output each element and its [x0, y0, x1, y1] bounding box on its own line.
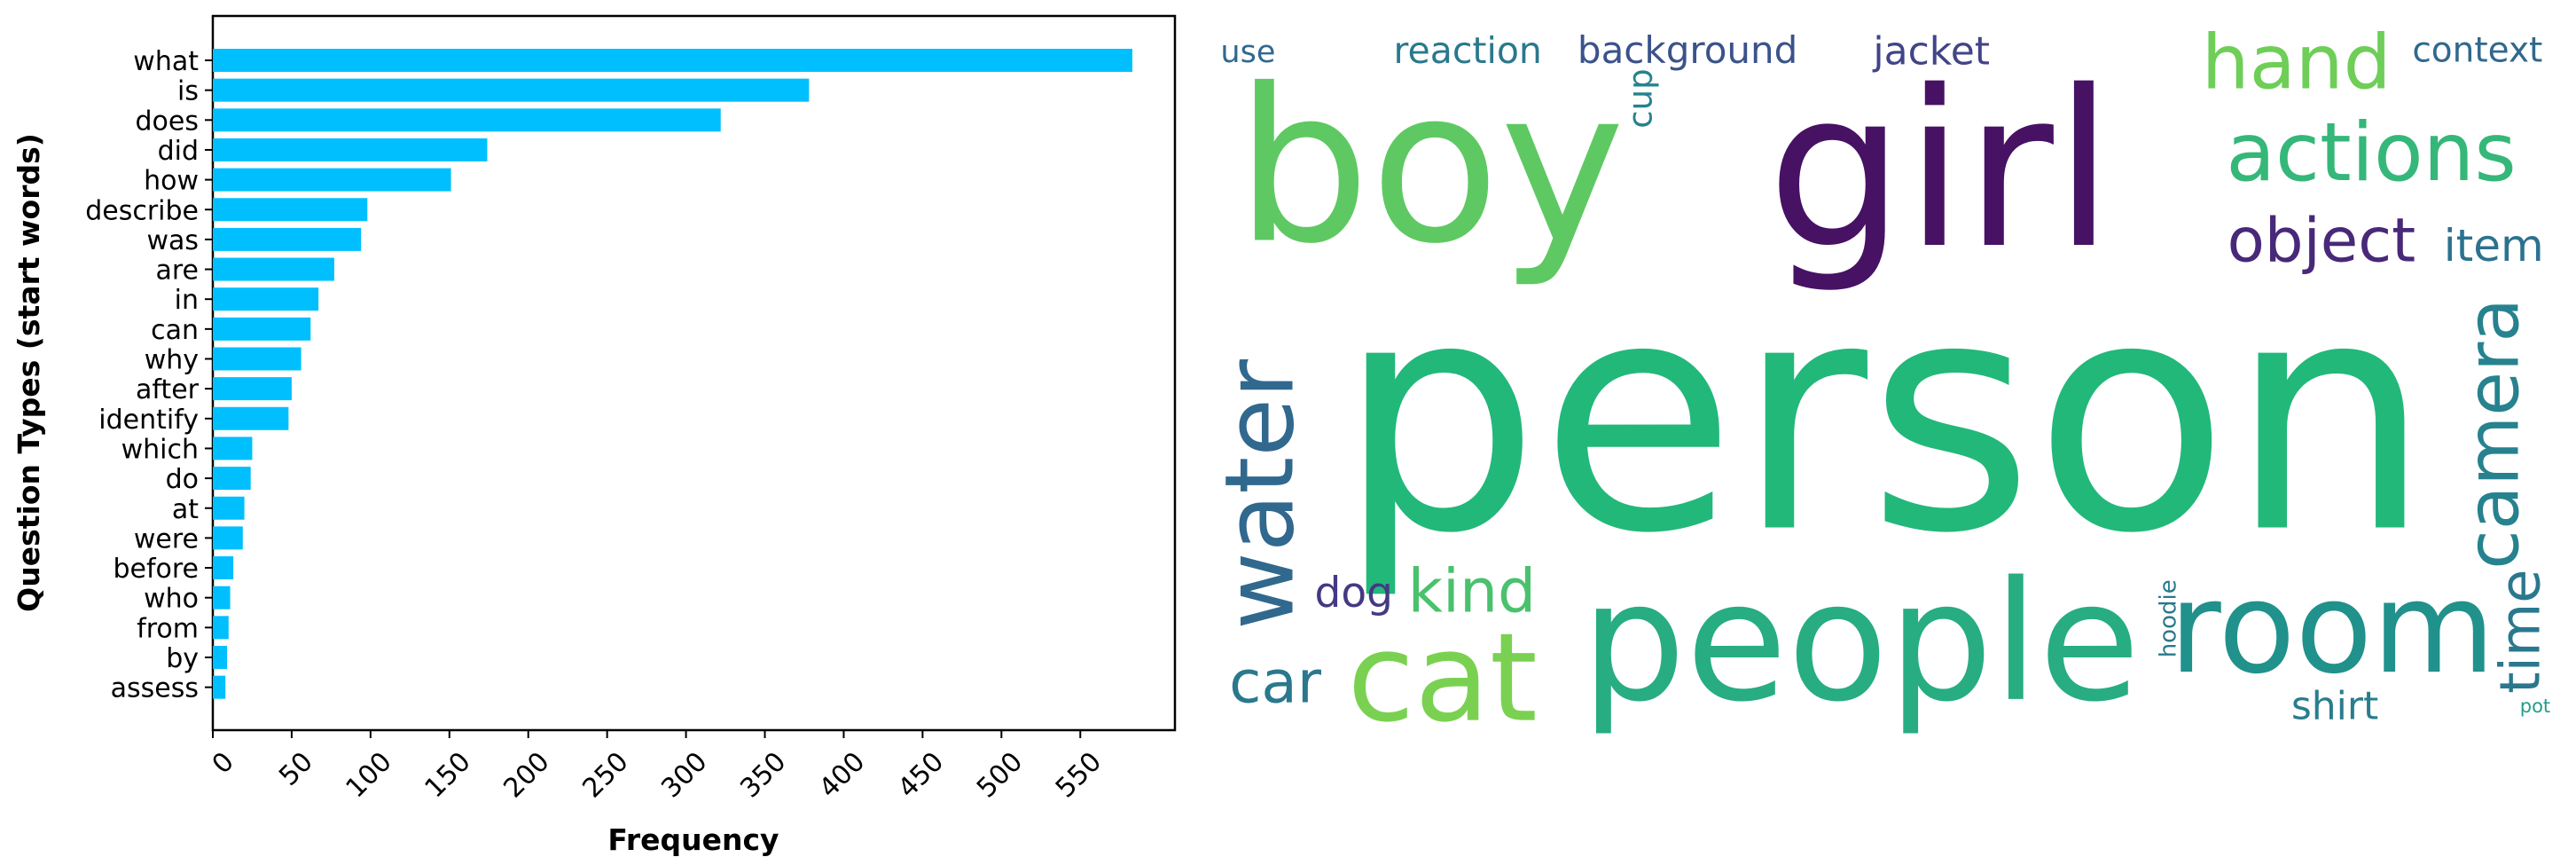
- x-tick-label: 150: [419, 746, 476, 804]
- cloud-word: cup: [1622, 68, 1660, 128]
- cloud-word: girl: [1767, 44, 2114, 296]
- category-label: is: [177, 76, 199, 107]
- category-label: who: [144, 584, 199, 615]
- bar-why: [213, 347, 301, 371]
- category-label: can: [151, 315, 199, 346]
- cloud-word: hoodie: [2155, 579, 2181, 657]
- bar-do: [213, 467, 251, 491]
- bars: [213, 49, 1132, 699]
- cloud-word: pot: [2520, 696, 2550, 717]
- y-axis-label: Question Types (start words): [12, 133, 46, 612]
- bar-in: [213, 287, 319, 311]
- bar-was: [213, 227, 362, 251]
- x-tick-label: 200: [497, 746, 555, 804]
- cloud-word: item: [2444, 220, 2544, 271]
- category-label: why: [145, 345, 199, 376]
- bar-are: [213, 257, 334, 281]
- bar-does: [213, 108, 721, 132]
- x-tick-label: 550: [1050, 746, 1108, 804]
- cloud-word: actions: [2226, 106, 2517, 200]
- bar-did: [213, 138, 488, 161]
- category-label: did: [158, 136, 199, 167]
- bar-chart: whatisdoesdidhowdescribewasareincanwhyaf…: [12, 14, 1177, 857]
- bar-at: [213, 496, 245, 520]
- category-label: from: [137, 613, 199, 644]
- bar-describe: [213, 198, 368, 222]
- category-label: at: [172, 494, 199, 525]
- cloud-word: use: [1220, 35, 1275, 70]
- cloud-word: water: [1215, 359, 1315, 630]
- cloud-word: boy: [1235, 44, 1625, 291]
- bar-by: [213, 646, 228, 669]
- bar-is: [213, 78, 810, 102]
- cloud-word: background: [1578, 28, 1797, 72]
- x-tick-label: 400: [813, 746, 871, 804]
- category-label: what: [133, 46, 199, 77]
- category-label: how: [144, 166, 199, 197]
- category-label: do: [166, 464, 199, 495]
- x-tick-label: 500: [971, 746, 1029, 804]
- cloud-word: shirt: [2291, 684, 2378, 729]
- category-label: assess: [111, 673, 199, 704]
- category-label: was: [146, 225, 199, 256]
- bar-which: [213, 436, 253, 460]
- bar-identify: [213, 406, 289, 430]
- cloud-word: context: [2412, 30, 2542, 70]
- bar-how: [213, 168, 451, 192]
- category-label: were: [134, 523, 199, 554]
- cloud-word: people: [1581, 546, 2140, 736]
- bar-before: [213, 556, 234, 580]
- cloud-word: camera: [2453, 298, 2536, 570]
- bar-can: [213, 317, 311, 341]
- plot-area: [211, 14, 1177, 732]
- category-label: by: [166, 643, 199, 674]
- cloud-word: time: [2488, 570, 2553, 694]
- bar-what: [213, 49, 1132, 72]
- x-tick-label: 300: [655, 746, 713, 804]
- cloud-word: jacket: [1872, 28, 1990, 74]
- x-tick-label: 450: [892, 746, 950, 804]
- category-labels: whatisdoesdidhowdescribewasareincanwhyaf…: [85, 46, 213, 704]
- cloud-word: person: [1337, 232, 2431, 603]
- bar-assess: [213, 675, 226, 699]
- category-label: are: [155, 256, 199, 287]
- bar-were: [213, 526, 243, 550]
- x-tick-label: 250: [576, 746, 634, 804]
- category-label: before: [113, 554, 199, 585]
- x-ticks: 0 50 100 150 200 250 300 350 400 450 500 550: [207, 730, 1108, 804]
- category-label: identify: [98, 405, 199, 436]
- cloud-word: kind: [1408, 556, 1537, 626]
- x-tick-label: 350: [734, 746, 792, 804]
- cloud-word: cat: [1347, 607, 1538, 736]
- category-label: describe: [85, 195, 199, 226]
- x-tick-label: 0: [207, 746, 240, 780]
- category-label: after: [136, 374, 200, 405]
- x-tick-label: 50: [273, 746, 319, 792]
- cloud-word: dog: [1315, 569, 1393, 617]
- cloud-word: reaction: [1394, 29, 1542, 72]
- bar-after: [213, 377, 292, 401]
- cloud-word: hand: [2202, 27, 2392, 107]
- bar-from: [213, 616, 229, 640]
- category-label: does: [136, 106, 199, 137]
- bar-who: [213, 586, 231, 609]
- cloud-word: car: [1229, 649, 1322, 717]
- category-label: which: [121, 434, 199, 465]
- cloud-word: object: [2228, 206, 2416, 277]
- category-label: in: [175, 285, 199, 316]
- cloud-word: room: [2169, 555, 2494, 702]
- x-tick-label: 100: [341, 746, 398, 804]
- x-axis-label: Frequency: [607, 822, 779, 857]
